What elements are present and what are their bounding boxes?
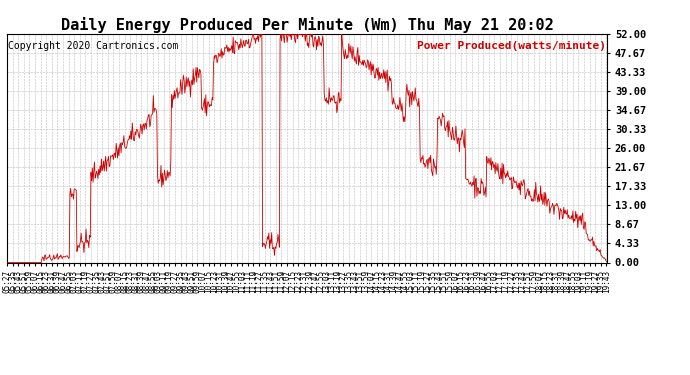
Text: Power Produced(watts/minute): Power Produced(watts/minute) xyxy=(417,40,606,51)
Text: Copyright 2020 Cartronics.com: Copyright 2020 Cartronics.com xyxy=(8,40,179,51)
Title: Daily Energy Produced Per Minute (Wm) Thu May 21 20:02: Daily Energy Produced Per Minute (Wm) Th… xyxy=(61,16,553,33)
